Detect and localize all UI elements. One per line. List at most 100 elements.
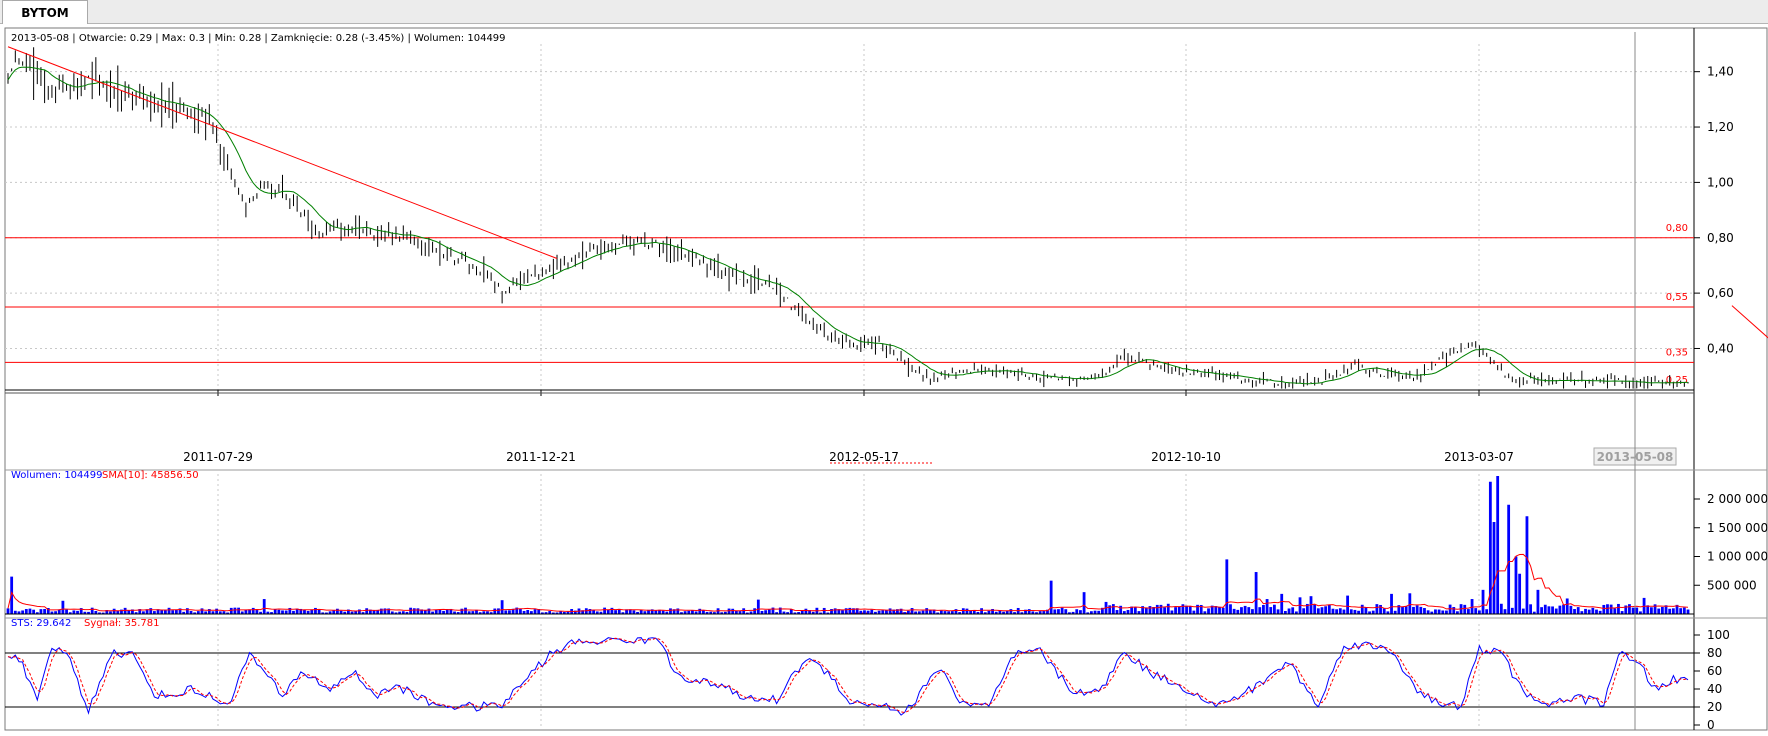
- price-sma-line: [7, 66, 1688, 385]
- volume-bar: [833, 608, 837, 614]
- volume-bar: [1408, 593, 1412, 614]
- volume-sma-line: [7, 553, 1689, 613]
- volume-bar: [343, 611, 347, 614]
- volume-bar: [372, 610, 376, 614]
- volume-bar: [1609, 604, 1613, 614]
- volume-bar: [456, 612, 460, 614]
- volume-bar: [1093, 610, 1097, 614]
- volume-bar: [1664, 605, 1668, 614]
- volume-bar: [1057, 609, 1060, 614]
- volume-bar: [1595, 609, 1598, 614]
- volume-bar: [885, 610, 888, 614]
- volume-bar: [1346, 595, 1350, 614]
- volume-bar: [628, 609, 632, 614]
- volume-bar: [1210, 605, 1214, 614]
- volume-bar: [1606, 604, 1609, 614]
- volume-bar: [566, 611, 570, 614]
- volume-bar: [1181, 604, 1185, 614]
- volume-sma-legend: SMA[10]: 45856.50: [102, 470, 199, 481]
- volume-bar: [1020, 612, 1024, 614]
- volume-bar: [1426, 610, 1430, 614]
- volume-bar: [643, 611, 647, 614]
- volume-bar: [1349, 609, 1353, 614]
- tab-bytom[interactable]: BYTOM: [2, 0, 88, 24]
- volume-bar: [533, 609, 537, 614]
- volume-bar: [467, 611, 471, 614]
- volume-bar: [336, 608, 339, 614]
- volume-bar: [1653, 604, 1657, 614]
- volume-bar: [1470, 599, 1474, 614]
- volume-bar: [1133, 606, 1137, 614]
- volume-bar: [1276, 609, 1280, 614]
- volume-bar: [68, 612, 72, 614]
- volume-bar: [1294, 611, 1298, 614]
- volume-bar: [453, 611, 456, 614]
- volume-bar: [519, 608, 522, 614]
- volume-bar: [1624, 605, 1628, 614]
- volume-bar: [1163, 607, 1167, 614]
- volume-bar: [991, 608, 994, 614]
- tab-bar: BYTOM: [0, 0, 1768, 24]
- volume-bar: [1258, 607, 1262, 614]
- volume-bar: [573, 610, 577, 614]
- volume-bar: [1331, 608, 1335, 614]
- volume-bar: [1360, 604, 1364, 614]
- volume-bar: [281, 610, 284, 614]
- volume-bar: [1166, 603, 1170, 614]
- volume-bar: [354, 610, 358, 614]
- volume-bar: [559, 611, 563, 614]
- volume-bar: [961, 608, 965, 614]
- volume-bar: [361, 612, 365, 614]
- volume-bar: [109, 611, 112, 614]
- volume-bar: [694, 611, 698, 614]
- volume-bar: [1148, 606, 1152, 614]
- volume-bar: [844, 608, 848, 614]
- volume-bar: [248, 609, 251, 614]
- volume-bar: [54, 611, 57, 614]
- volume-bar: [387, 608, 391, 614]
- volume-bar: [1218, 606, 1221, 614]
- volume-bar: [800, 610, 804, 614]
- volume-bar: [529, 611, 533, 614]
- price-y-tick-label: 0,60: [1707, 286, 1734, 300]
- volume-bar: [1049, 580, 1053, 614]
- volume-bar: [1229, 604, 1232, 614]
- volume-bar: [497, 608, 500, 614]
- volume-bar: [1463, 604, 1467, 614]
- volume-bar: [28, 608, 32, 614]
- volume-bar: [83, 611, 87, 614]
- volume-bar: [1287, 608, 1291, 614]
- volume-bar: [1393, 610, 1397, 614]
- volume-bar: [914, 611, 918, 614]
- volume-bar: [427, 608, 431, 614]
- volume-bar: [149, 608, 153, 614]
- volume-bar: [1382, 608, 1386, 614]
- volume-bar: [1196, 604, 1199, 614]
- volume-bar: [738, 611, 742, 614]
- volume-bar: [603, 607, 607, 614]
- volume-bar: [1390, 593, 1393, 614]
- volume-bar: [1529, 604, 1533, 614]
- volume-bar: [1060, 607, 1064, 614]
- volume-bar: [270, 612, 273, 614]
- volume-bar: [863, 610, 866, 614]
- volume-bar: [1122, 611, 1126, 614]
- volume-bar: [442, 610, 445, 614]
- volume-bar: [204, 611, 208, 614]
- volume-bar: [1024, 609, 1027, 614]
- volume-bar: [1499, 603, 1503, 614]
- volume-bar: [240, 611, 244, 614]
- stock-chart[interactable]: 2013-05-08 | Otwarcie: 0.29 | Max: 0.3 |…: [0, 24, 1768, 736]
- volume-bar: [6, 608, 10, 614]
- volume-bar: [756, 599, 760, 614]
- volume-bar: [489, 612, 493, 614]
- volume-bar: [1364, 607, 1368, 614]
- x-tick-label: 2011-12-21: [506, 450, 576, 464]
- volume-bar: [830, 609, 833, 614]
- volume-bar: [1119, 605, 1123, 614]
- volume-bar: [423, 610, 427, 614]
- volume-bar: [1203, 611, 1207, 614]
- volume-bar: [218, 611, 222, 614]
- volume-bar: [1302, 608, 1306, 614]
- volume-y-tick-label: 500 000: [1707, 578, 1757, 592]
